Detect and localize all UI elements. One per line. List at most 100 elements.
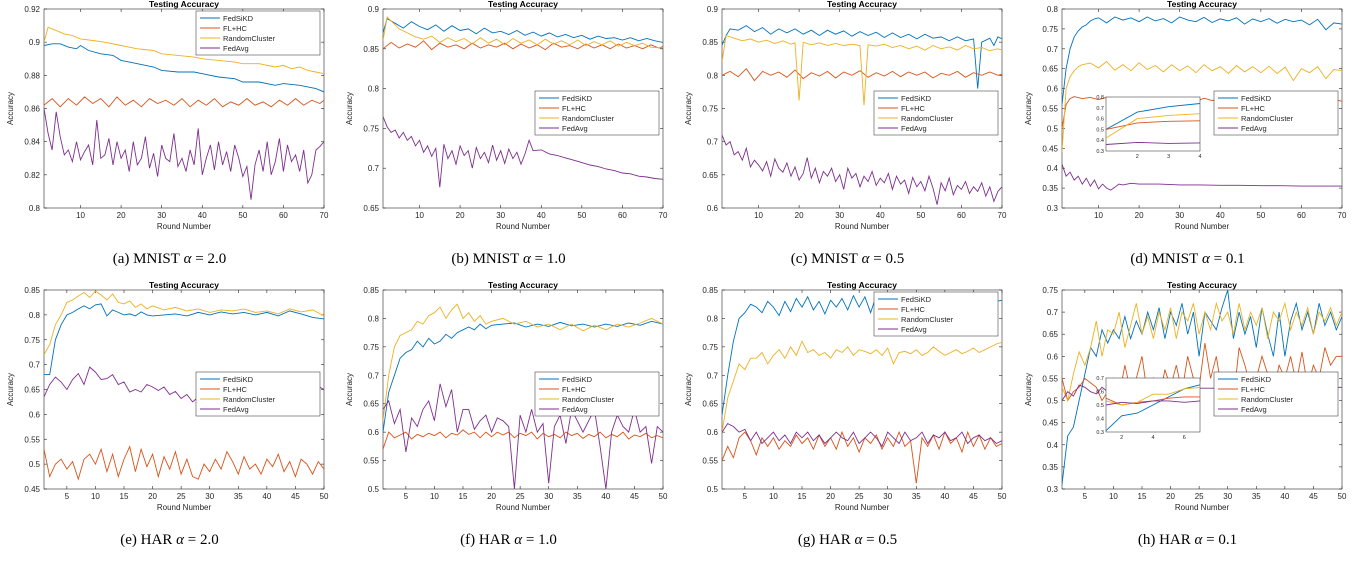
x-tick-label: 40 — [876, 211, 885, 220]
y-tick-label: 0.6 — [1047, 85, 1059, 94]
y-tick-label: 0.75 — [702, 343, 718, 352]
x-tick-label: 35 — [573, 492, 582, 501]
inset-x-tick-label: 3 — [1167, 154, 1170, 160]
inset-y-tick-label: 0.4 — [1096, 138, 1104, 144]
inset-x-tick-label: 4 — [1151, 435, 1154, 441]
x-tick-label: 50 — [238, 211, 247, 220]
legend-label: FL+HC — [562, 104, 587, 113]
inset-y-tick-label: 0.7 — [1096, 376, 1104, 382]
y-tick-label: 0.5 — [1047, 397, 1059, 406]
caption-value: 2.0 — [199, 532, 219, 548]
legend-label: FedSiKD — [901, 295, 932, 304]
series-line-fl-hc — [44, 96, 324, 108]
inset-y-tick-label: 0.6 — [1096, 390, 1104, 396]
inset-x-tick-label: 2 — [1120, 435, 1123, 441]
legend-label: FedSiKD — [1241, 375, 1272, 384]
legend-label: RandomCluster — [1241, 395, 1294, 404]
x-tick-label: 10 — [1109, 492, 1118, 501]
caption-value: 2.0 — [207, 251, 227, 267]
y-tick-label: 0.7 — [368, 164, 380, 173]
inset-chart: 2 4 6 0.3 0.4 0.5 0.6 0.7 — [1096, 376, 1201, 441]
x-tick-label: 25 — [177, 492, 186, 501]
alpha-symbol: α — [510, 532, 526, 548]
caption-equals: = — [525, 532, 539, 548]
chart-title: Testing Accuracy — [827, 281, 897, 290]
line-chart: Testing Accuracy 10 20 30 40 50 60 70 0.8 0.82 0.8… — [6, 0, 329, 231]
series-line-fl-hc — [722, 68, 1002, 82]
chart-panel: Testing Accuracy 5 10 15 20 25 30 35 40 45 50 0.45 0… — [0, 281, 339, 562]
x-axis-label: Round Number — [835, 503, 890, 512]
legend-label: RandomCluster — [562, 395, 615, 404]
x-tick-label: 15 — [798, 492, 807, 501]
y-tick-label: 0.55 — [363, 457, 379, 466]
series-line-fedavg — [44, 108, 324, 200]
x-tick-label: 10 — [1094, 211, 1103, 220]
line-chart: Testing Accuracy 10 20 30 40 50 60 70 0.65 0.7 0.7… — [345, 0, 668, 231]
series-line-fl-hc — [383, 40, 663, 51]
x-tick-label: 10 — [430, 492, 439, 501]
series-line-randomcluster — [383, 303, 663, 421]
line-chart: Testing Accuracy 5 10 15 20 25 30 35 40 45 50 0.3 0.… — [1024, 281, 1347, 512]
series-line-fedsikd — [44, 303, 324, 376]
y-axis-label: Accuracy — [684, 373, 693, 406]
chart-title: Testing Accuracy — [149, 281, 219, 290]
alpha-symbol: α — [1198, 251, 1214, 267]
figure-caption: (f) HAR α = 1.0 — [339, 532, 678, 549]
x-axis-label: Round Number — [157, 503, 212, 512]
chart-title: Testing Accuracy — [488, 0, 558, 9]
x-axis-label: Round Number — [1175, 222, 1230, 231]
y-tick-label: 0.84 — [24, 138, 40, 147]
y-tick-label: 0.85 — [24, 286, 40, 295]
series-line-randomcluster — [722, 340, 1002, 433]
x-tick-label: 30 — [835, 211, 844, 220]
chart-panel: Testing Accuracy 5 10 15 20 25 30 35 40 45 50 0.5 0.… — [678, 281, 1017, 562]
y-tick-label: 0.75 — [1042, 286, 1058, 295]
caption-prefix: (g) HAR — [797, 532, 851, 548]
x-axis-label: Round Number — [1175, 503, 1230, 512]
y-tick-label: 0.85 — [702, 286, 718, 295]
caption-equals: = — [1213, 251, 1226, 267]
legend-label: FL+HC — [901, 305, 926, 314]
chart-panel: Testing Accuracy 10 20 30 40 50 60 70 0.3 0.35 0.4… — [1018, 0, 1357, 281]
y-tick-label: 0.7 — [707, 138, 719, 147]
x-tick-label: 40 — [601, 492, 610, 501]
x-tick-label: 70 — [998, 211, 1007, 220]
x-tick-label: 50 — [1338, 492, 1347, 501]
x-tick-label: 30 — [544, 492, 553, 501]
figure-caption: (b) MNIST α = 1.0 — [339, 251, 678, 268]
y-axis-label: Accuracy — [6, 373, 15, 406]
caption-prefix: (f) HAR — [460, 532, 511, 548]
series-line-fedavg — [1062, 164, 1342, 191]
x-tick-label: 5 — [743, 492, 748, 501]
caption-value: 0.1 — [1225, 251, 1245, 267]
series-group — [44, 26, 324, 200]
line-chart: Testing Accuracy 5 10 15 20 25 30 35 40 45 50 0.5 0.… — [684, 281, 1007, 512]
x-tick-label: 25 — [1195, 492, 1204, 501]
y-tick-label: 0.75 — [702, 105, 718, 114]
y-tick-label: 0.7 — [1047, 308, 1059, 317]
y-tick-label: 0.55 — [1042, 374, 1058, 383]
inset-y-tick-label: 0.6 — [1096, 117, 1104, 123]
line-chart: Testing Accuracy 5 10 15 20 25 30 35 40 45 50 0.45 0… — [6, 281, 329, 512]
inset-y-tick-label: 0.3 — [1096, 149, 1104, 155]
x-tick-label: 50 — [1256, 211, 1265, 220]
y-tick-label: 0.4 — [1047, 441, 1059, 450]
x-tick-label: 20 — [795, 211, 804, 220]
series-line-fedsikd — [1062, 16, 1342, 105]
series-line-fedsikd — [383, 320, 663, 433]
caption-prefix: (h) HAR — [1137, 532, 1191, 548]
x-tick-label: 40 — [537, 211, 546, 220]
x-axis-label: Round Number — [835, 222, 890, 231]
y-tick-label: 0.65 — [1042, 330, 1058, 339]
x-tick-label: 50 — [916, 211, 925, 220]
series-line-randomcluster — [44, 26, 324, 75]
y-tick-label: 0.9 — [707, 5, 719, 14]
y-tick-label: 0.65 — [702, 171, 718, 180]
x-axis-label: Round Number — [157, 222, 212, 231]
y-tick-label: 0.35 — [1042, 463, 1058, 472]
y-tick-label: 0.65 — [24, 386, 40, 395]
x-tick-label: 45 — [630, 492, 639, 501]
legend-label: FedAvg — [223, 44, 249, 53]
